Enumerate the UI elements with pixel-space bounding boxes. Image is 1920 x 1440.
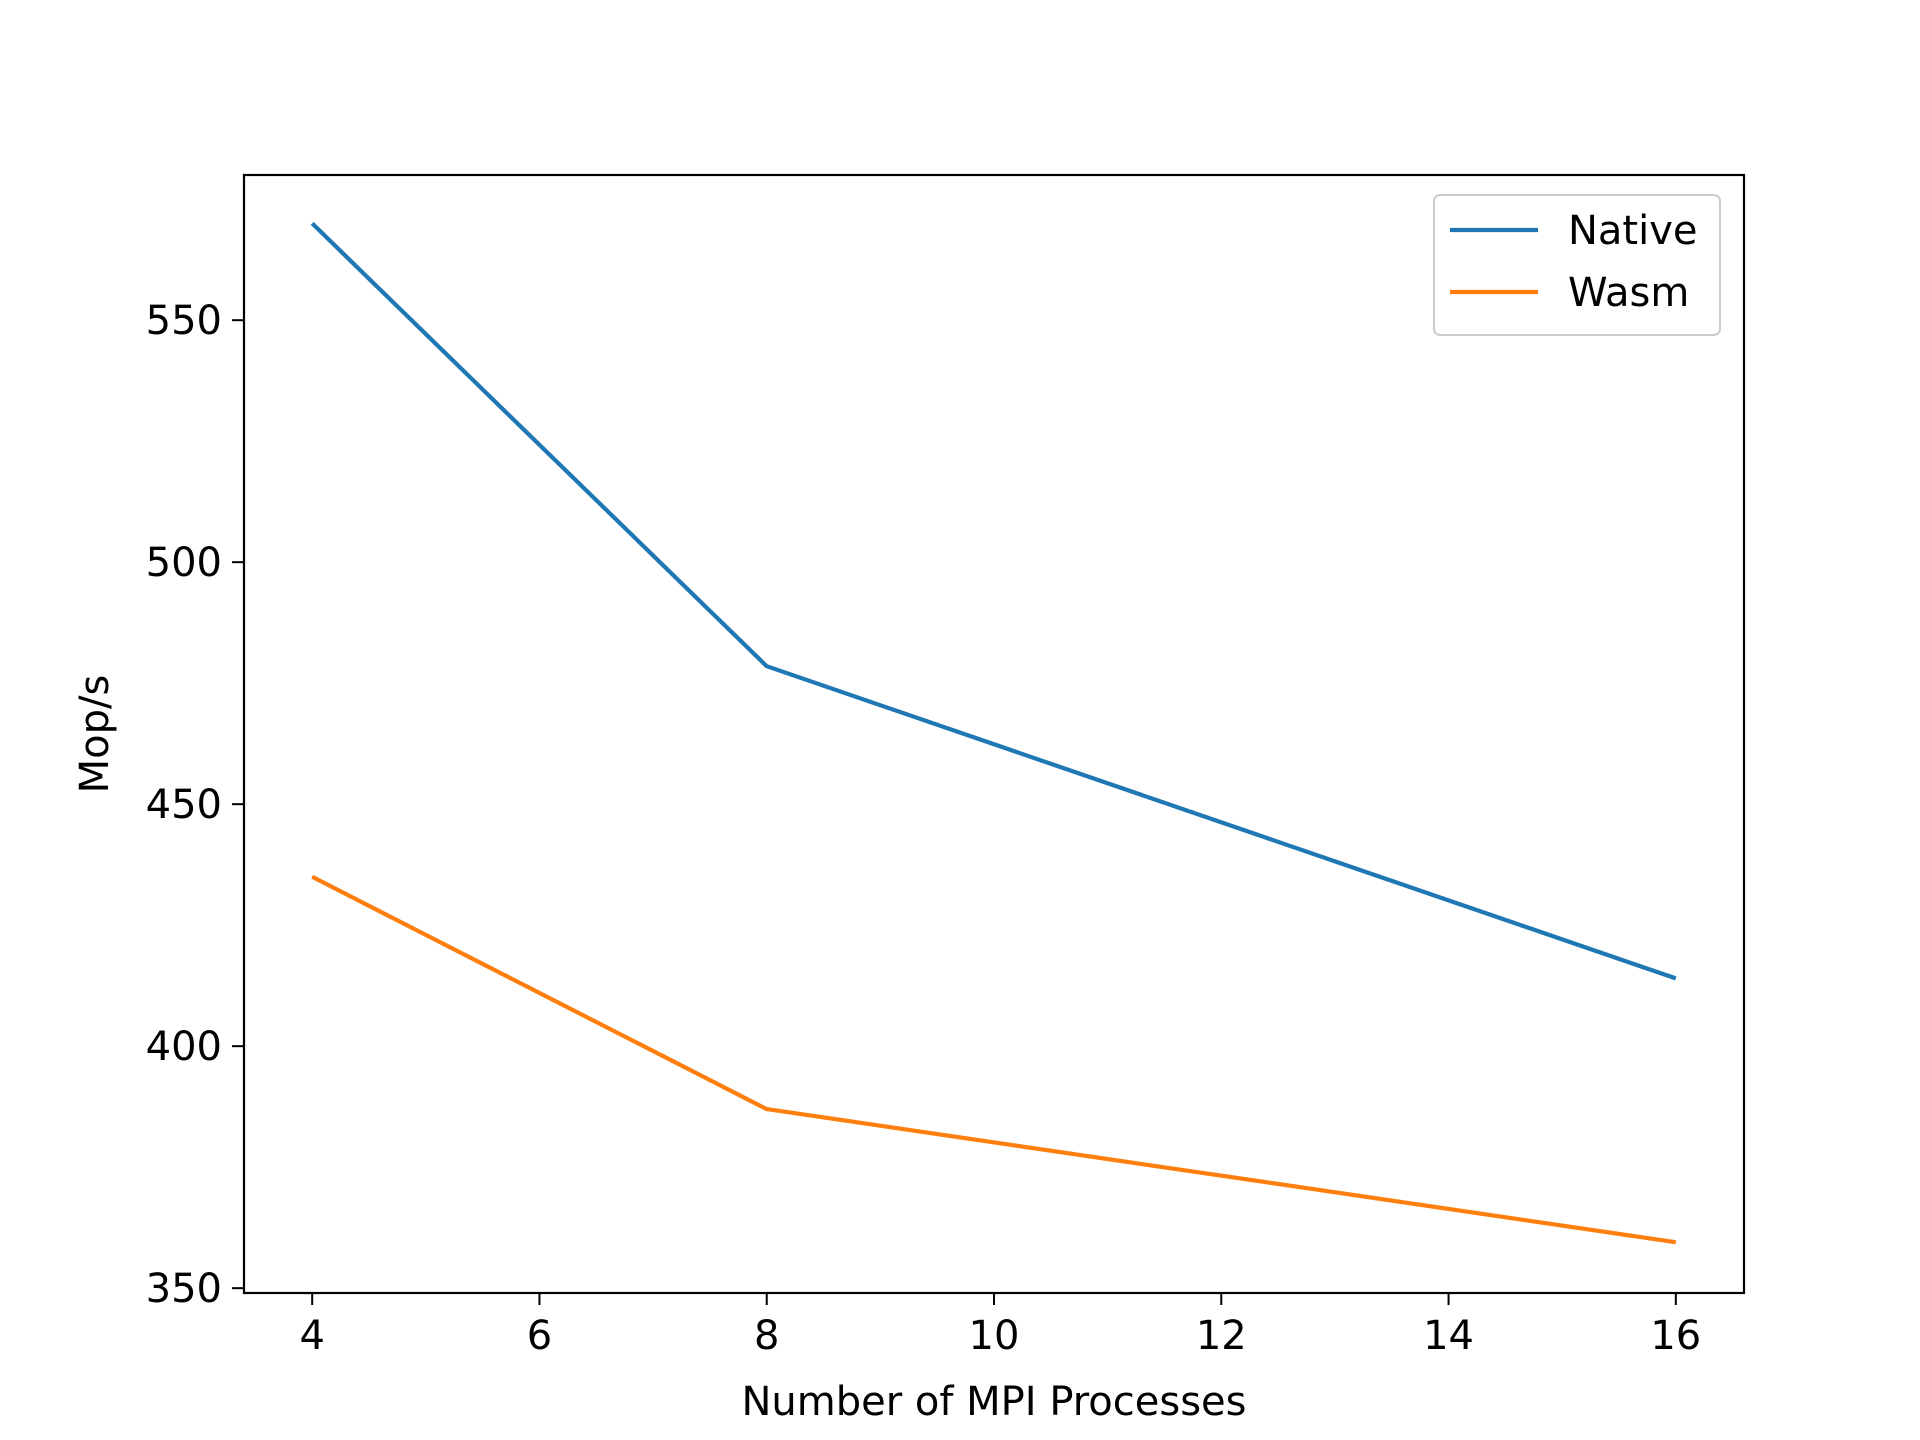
x-tick-label: 10 — [969, 1313, 1020, 1359]
x-tick-label: 6 — [527, 1313, 552, 1359]
series-layer — [310, 221, 1677, 1245]
y-tick-label: 550 — [146, 298, 222, 344]
y-axis-ticks: 350 400 450 500 550 — [146, 298, 244, 1312]
legend-label-native: Native — [1568, 208, 1698, 254]
x-axis-label: Number of MPI Processes — [742, 1379, 1247, 1425]
legend-label-wasm: Wasm — [1568, 270, 1689, 316]
y-tick-label: 450 — [146, 782, 222, 828]
y-axis-label: Mop/s — [72, 675, 118, 794]
x-tick-label: 8 — [754, 1313, 779, 1359]
x-tick-label: 4 — [299, 1313, 324, 1359]
x-tick-label: 16 — [1650, 1313, 1701, 1359]
y-tick-label: 350 — [146, 1266, 222, 1312]
y-tick-label: 400 — [146, 1024, 222, 1070]
series-line-wasm — [311, 874, 1677, 1245]
x-tick-label: 14 — [1423, 1313, 1474, 1359]
legend: Native Wasm — [1433, 194, 1721, 336]
x-axis-ticks: 4 6 8 10 12 14 16 — [299, 1293, 1701, 1359]
series-line-native — [310, 221, 1677, 981]
x-tick-label: 12 — [1196, 1313, 1247, 1359]
plot-frame — [242, 173, 1746, 1295]
y-tick-label: 500 — [146, 540, 222, 586]
